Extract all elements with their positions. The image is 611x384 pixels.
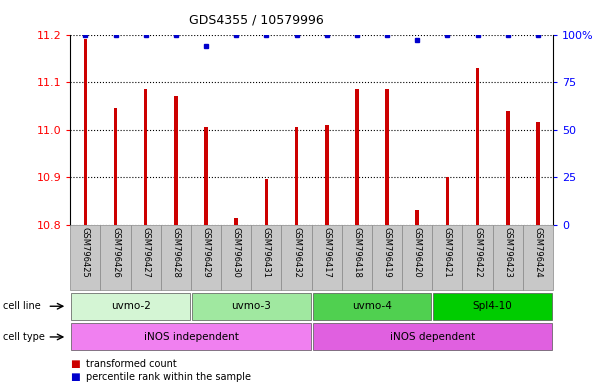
Text: GSM796425: GSM796425	[81, 227, 90, 277]
Text: ■: ■	[70, 372, 80, 382]
Text: GSM796420: GSM796420	[412, 227, 422, 277]
Text: GSM796432: GSM796432	[292, 227, 301, 278]
FancyBboxPatch shape	[161, 225, 191, 290]
Text: uvmo-2: uvmo-2	[111, 301, 150, 311]
FancyBboxPatch shape	[523, 225, 553, 290]
FancyBboxPatch shape	[192, 293, 311, 320]
Bar	[295, 127, 298, 225]
Text: GSM796422: GSM796422	[473, 227, 482, 277]
FancyBboxPatch shape	[70, 225, 100, 290]
Bar	[325, 125, 329, 225]
Bar	[235, 217, 238, 225]
Bar	[144, 89, 147, 225]
FancyBboxPatch shape	[312, 323, 552, 351]
Bar	[84, 39, 87, 225]
Text: GSM796423: GSM796423	[503, 227, 512, 278]
Text: GSM796428: GSM796428	[171, 227, 180, 278]
Bar	[265, 179, 268, 225]
Bar	[476, 68, 480, 225]
Bar	[536, 122, 540, 225]
FancyBboxPatch shape	[312, 293, 431, 320]
Text: ■: ■	[70, 359, 80, 369]
Bar	[355, 89, 359, 225]
FancyBboxPatch shape	[221, 225, 251, 290]
Text: GSM796417: GSM796417	[322, 227, 331, 278]
FancyBboxPatch shape	[131, 225, 161, 290]
Bar	[114, 108, 117, 225]
Text: uvmo-4: uvmo-4	[352, 301, 392, 311]
Text: transformed count: transformed count	[86, 359, 177, 369]
Text: GSM796418: GSM796418	[353, 227, 361, 278]
Text: cell type: cell type	[3, 332, 45, 342]
Text: GSM796424: GSM796424	[533, 227, 543, 277]
FancyBboxPatch shape	[282, 225, 312, 290]
Text: GSM796430: GSM796430	[232, 227, 241, 278]
Bar	[506, 111, 510, 225]
FancyBboxPatch shape	[433, 225, 463, 290]
FancyBboxPatch shape	[402, 225, 433, 290]
FancyBboxPatch shape	[71, 293, 190, 320]
Text: GSM796431: GSM796431	[262, 227, 271, 278]
Bar	[445, 177, 449, 225]
FancyBboxPatch shape	[251, 225, 282, 290]
Text: percentile rank within the sample: percentile rank within the sample	[86, 372, 251, 382]
FancyBboxPatch shape	[433, 293, 552, 320]
Text: Spl4-10: Spl4-10	[473, 301, 513, 311]
FancyBboxPatch shape	[312, 225, 342, 290]
Text: GSM796426: GSM796426	[111, 227, 120, 278]
Bar	[174, 96, 178, 225]
Text: cell line: cell line	[3, 301, 41, 311]
Text: GSM796419: GSM796419	[382, 227, 392, 277]
Text: GSM796429: GSM796429	[202, 227, 211, 277]
Text: GSM796421: GSM796421	[443, 227, 452, 277]
FancyBboxPatch shape	[100, 225, 131, 290]
FancyBboxPatch shape	[372, 225, 402, 290]
FancyBboxPatch shape	[342, 225, 372, 290]
FancyBboxPatch shape	[492, 225, 523, 290]
FancyBboxPatch shape	[463, 225, 492, 290]
Text: GDS4355 / 10579996: GDS4355 / 10579996	[189, 13, 324, 26]
Text: GSM796427: GSM796427	[141, 227, 150, 278]
Text: iNOS independent: iNOS independent	[144, 332, 238, 342]
Bar	[385, 89, 389, 225]
Bar	[415, 210, 419, 225]
FancyBboxPatch shape	[191, 225, 221, 290]
Text: uvmo-3: uvmo-3	[232, 301, 271, 311]
Text: iNOS dependent: iNOS dependent	[390, 332, 475, 342]
FancyBboxPatch shape	[71, 323, 311, 351]
Bar	[204, 127, 208, 225]
